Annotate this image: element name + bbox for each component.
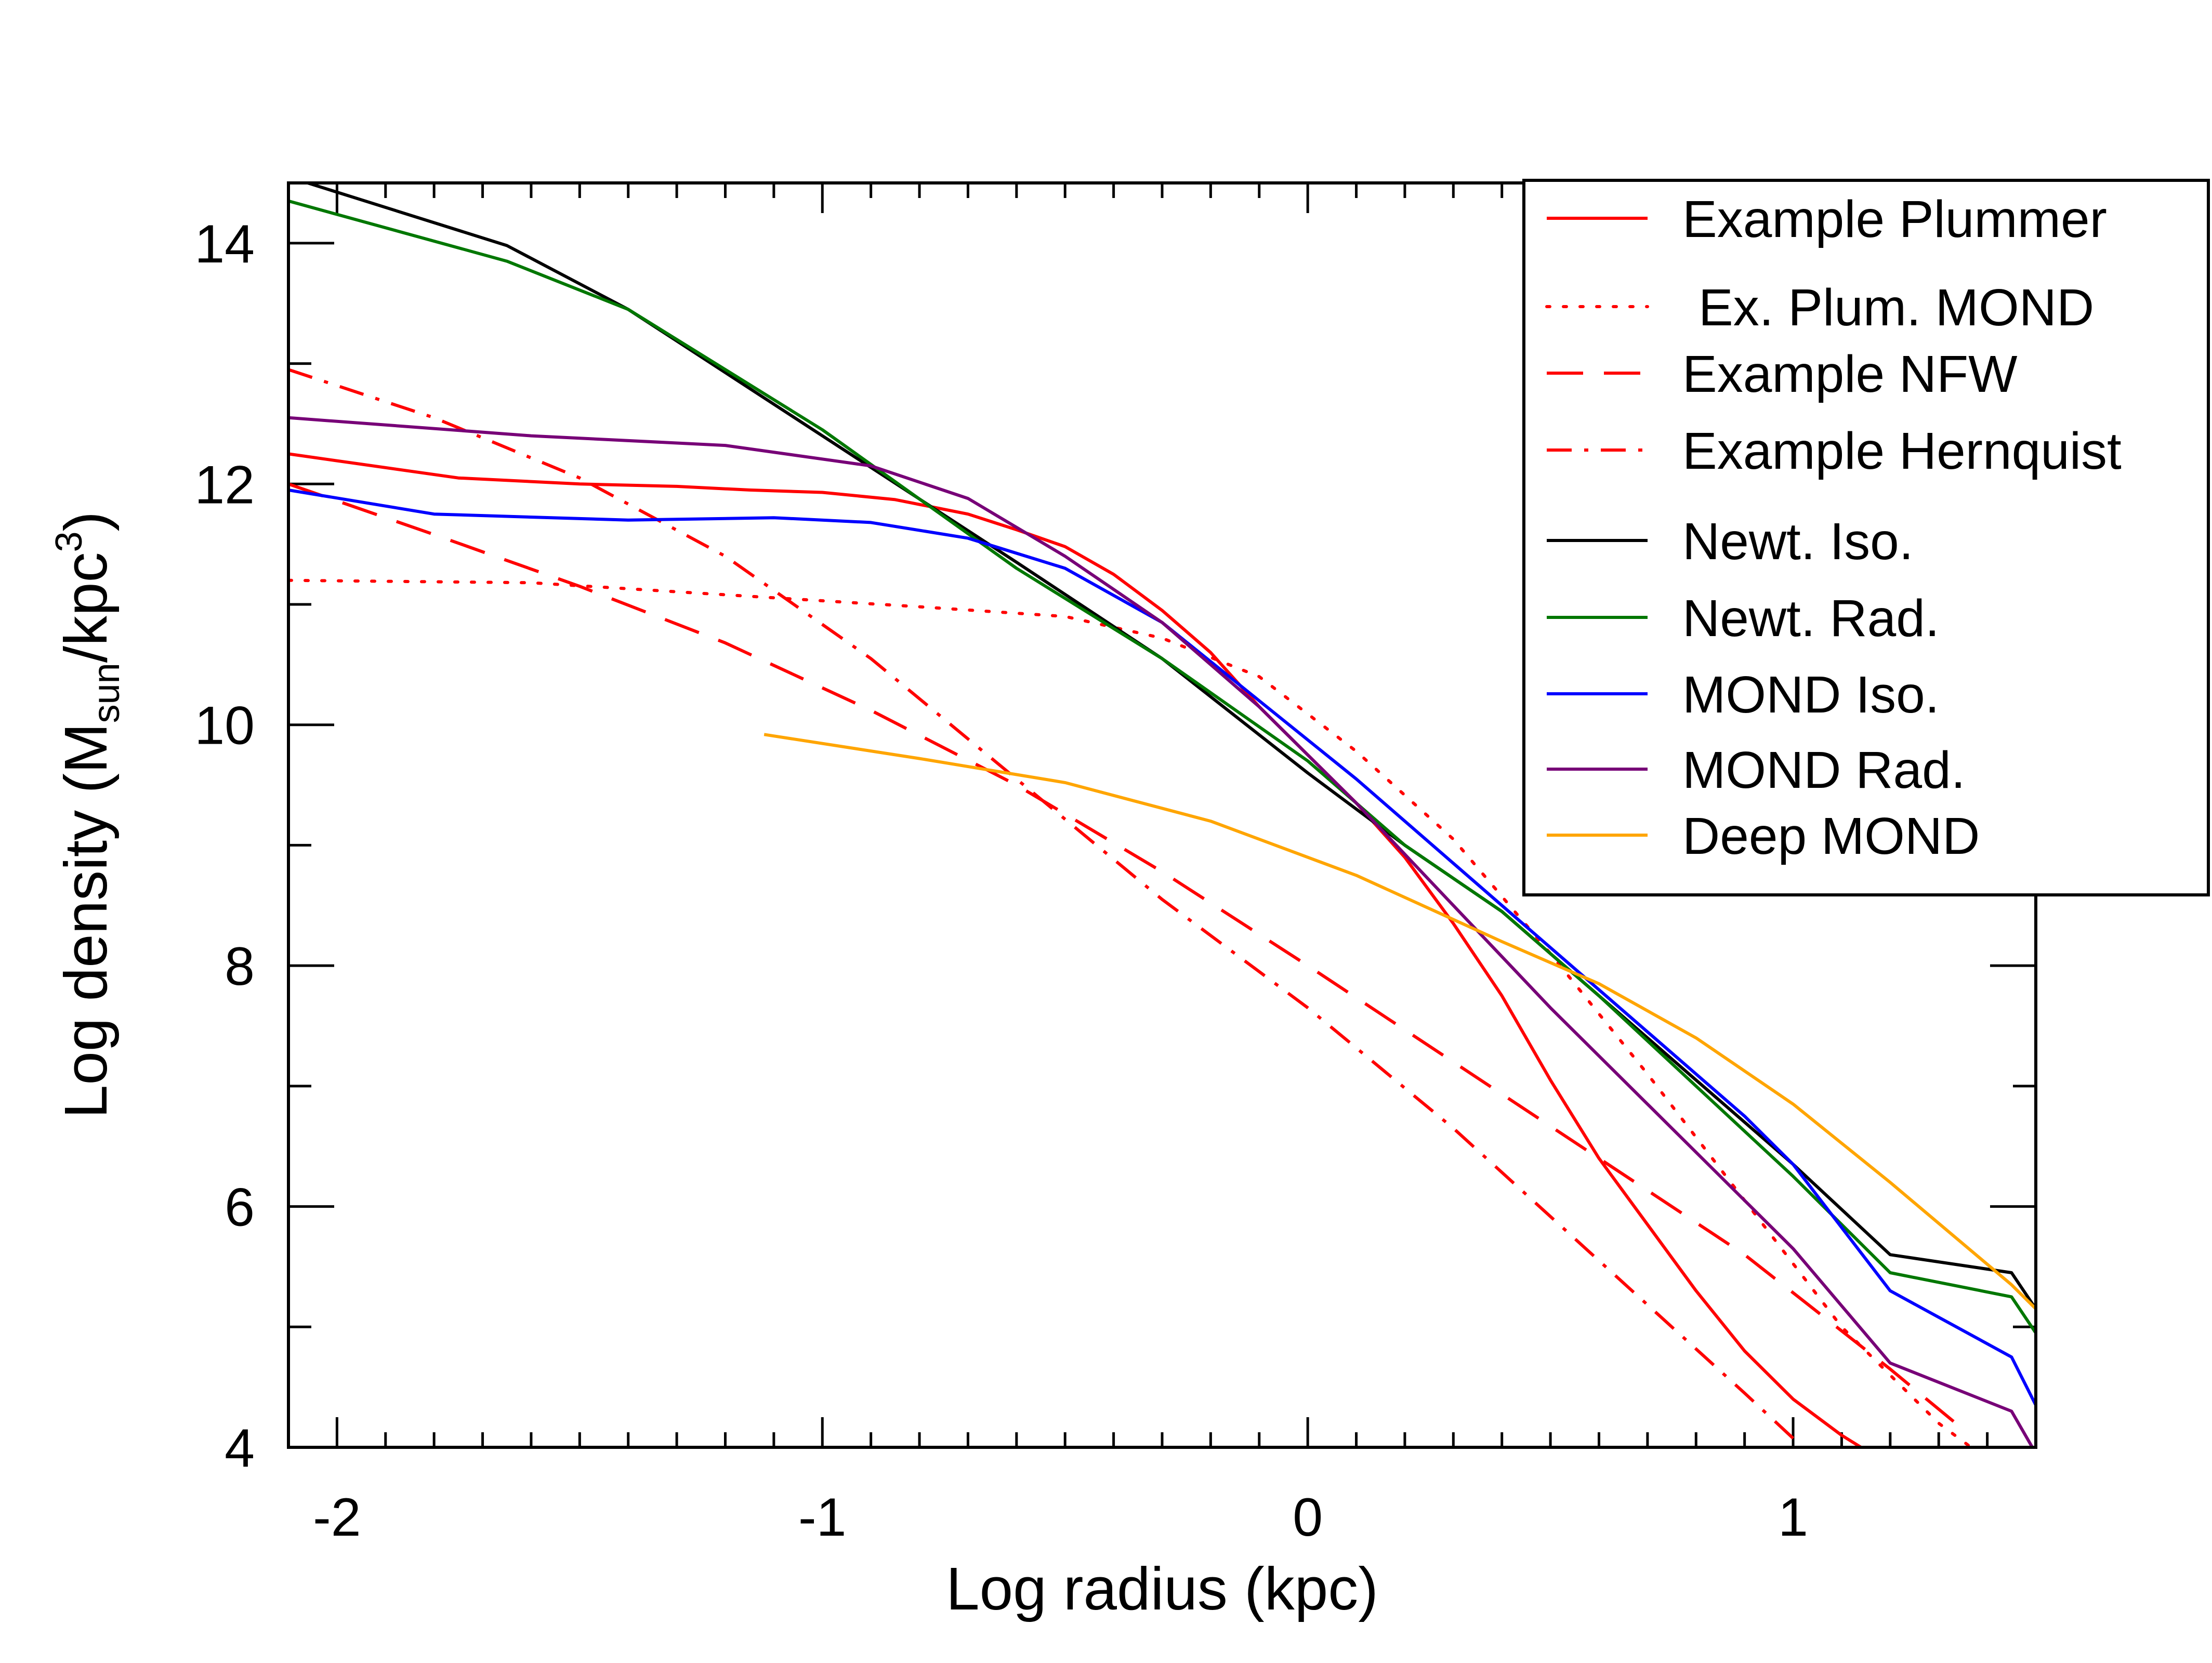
legend-label: MOND Rad. bbox=[1682, 741, 1966, 799]
y-tick-label: 8 bbox=[225, 936, 255, 997]
x-axis-label: Log radius (kpc) bbox=[946, 1555, 1378, 1622]
y-axis-label-sub: sun bbox=[86, 663, 127, 723]
series-deep-mond bbox=[763, 733, 2036, 1310]
series-example-hernquist bbox=[288, 368, 1806, 1447]
legend-label: Newt. Rad. bbox=[1682, 589, 1940, 648]
y-axis-label-mid: /kpc bbox=[52, 552, 120, 663]
series-example-nfw bbox=[288, 482, 1964, 1431]
y-axis-label-end: ) bbox=[52, 511, 120, 532]
legend-label: MOND Iso. bbox=[1682, 666, 1939, 724]
legend-label: Example NFW bbox=[1682, 345, 2018, 403]
series-mond-iso bbox=[288, 488, 2036, 1406]
legend-label: Example Plummer bbox=[1682, 190, 2107, 248]
y-tick-label: 14 bbox=[194, 214, 255, 274]
x-tick-label: -1 bbox=[798, 1487, 846, 1548]
data-series bbox=[288, 183, 2036, 1447]
legend-label: Deep MOND bbox=[1682, 807, 1980, 865]
y-tick-label: 6 bbox=[225, 1178, 255, 1238]
x-tick-label: 1 bbox=[1778, 1487, 1808, 1548]
legend-label: Newt. Iso. bbox=[1682, 512, 1914, 571]
legend-label: Ex. Plum. MOND bbox=[1698, 279, 2094, 337]
y-axis-label-sup: 3 bbox=[48, 531, 90, 552]
series-mond-rad bbox=[288, 416, 2034, 1447]
y-axis-label-main: Log density (M bbox=[52, 723, 120, 1118]
y-axis-label: Log density (Msun/kpc3) bbox=[48, 511, 127, 1118]
y-tick-label: 12 bbox=[194, 455, 255, 515]
legend-label: Example Hernquist bbox=[1682, 422, 2122, 480]
x-tick-label: -2 bbox=[313, 1487, 361, 1548]
svg-text:Log density (Msun/kpc3): Log density (Msun/kpc3) bbox=[48, 511, 127, 1118]
x-tick-label: 0 bbox=[1293, 1487, 1323, 1548]
y-tick-label: 4 bbox=[225, 1418, 255, 1479]
legend: Example Plummer Ex. Plum. MOND Example NFW… bbox=[1522, 179, 2210, 896]
y-tick-label: 10 bbox=[194, 696, 255, 756]
series-newt-rad bbox=[288, 199, 2036, 1334]
series-ex-plum-mond bbox=[288, 578, 1974, 1447]
legend-box bbox=[1522, 179, 2210, 896]
